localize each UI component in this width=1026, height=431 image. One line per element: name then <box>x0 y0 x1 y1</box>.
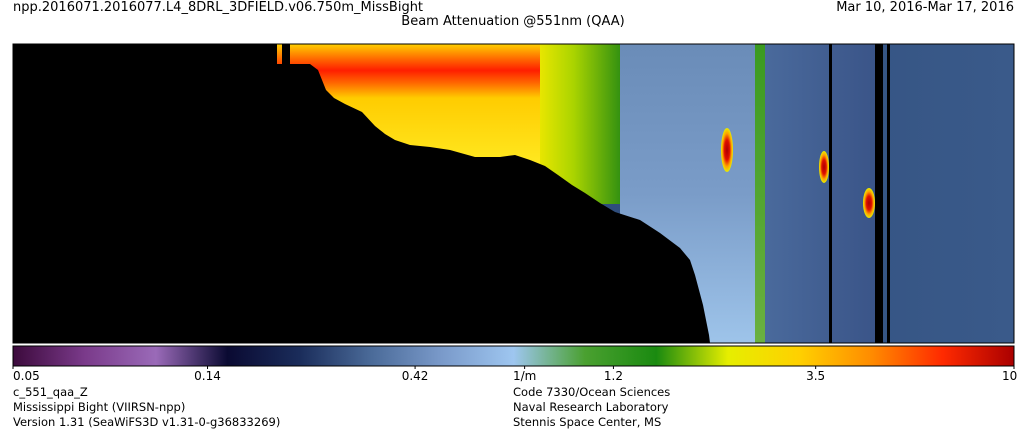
chart-title: Beam Attenuation @551nm (QAA) <box>401 14 625 29</box>
footer-right-line: Code 7330/Ocean Sciences <box>513 385 671 399</box>
colorbar-tick-label: 1/m <box>512 369 537 383</box>
file-name: npp.2016071.2016077.L4_8DRL_3DFIELD.v06.… <box>13 0 424 15</box>
colorbar-tick-label: 0.05 <box>13 369 40 383</box>
colorbar-tick-label: 1.2 <box>603 369 623 383</box>
subsurface-patch-1 <box>721 128 733 172</box>
date-range: Mar 10, 2016-Mar 17, 2016 <box>836 0 1014 15</box>
mid-blue-zone <box>765 44 877 343</box>
heatmap-field <box>13 44 1014 343</box>
colorbar-tick-label: 10 <box>1002 369 1018 383</box>
subsurface-patch-2 <box>819 151 829 183</box>
colorbar <box>12 345 1015 367</box>
colorbar-tick-label: 0.14 <box>194 369 221 383</box>
footer-left: c_551_qaa_Z Mississippi Bight (VIIRSN-np… <box>13 385 280 430</box>
nodata-column-1 <box>829 44 832 343</box>
footer-left-line: c_551_qaa_Z <box>13 385 88 399</box>
footer-left-line: Version 1.31 (SeaWiFS3D v1.31-0-g3683326… <box>13 415 281 429</box>
colorbar-ticks <box>12 366 1015 369</box>
plot-frame <box>12 43 1015 344</box>
subsurface-patch-3 <box>863 188 875 218</box>
mid-green-column <box>755 44 765 343</box>
footer-right: Code 7330/Ocean Sciences Naval Research … <box>513 385 670 430</box>
footer-right-line: Stennis Space Center, MS <box>513 415 662 429</box>
nodata-column-2 <box>875 44 883 343</box>
footer-right-line: Naval Research Laboratory <box>513 400 669 414</box>
footer-left-line: Mississippi Bight (VIIRSN-npp) <box>13 400 186 414</box>
colorbar-tick-label: 3.5 <box>806 369 826 383</box>
seafloor-nodata <box>13 44 710 343</box>
colorbar-tick-label: 0.42 <box>401 369 429 383</box>
nodata-column-3 <box>887 44 890 343</box>
